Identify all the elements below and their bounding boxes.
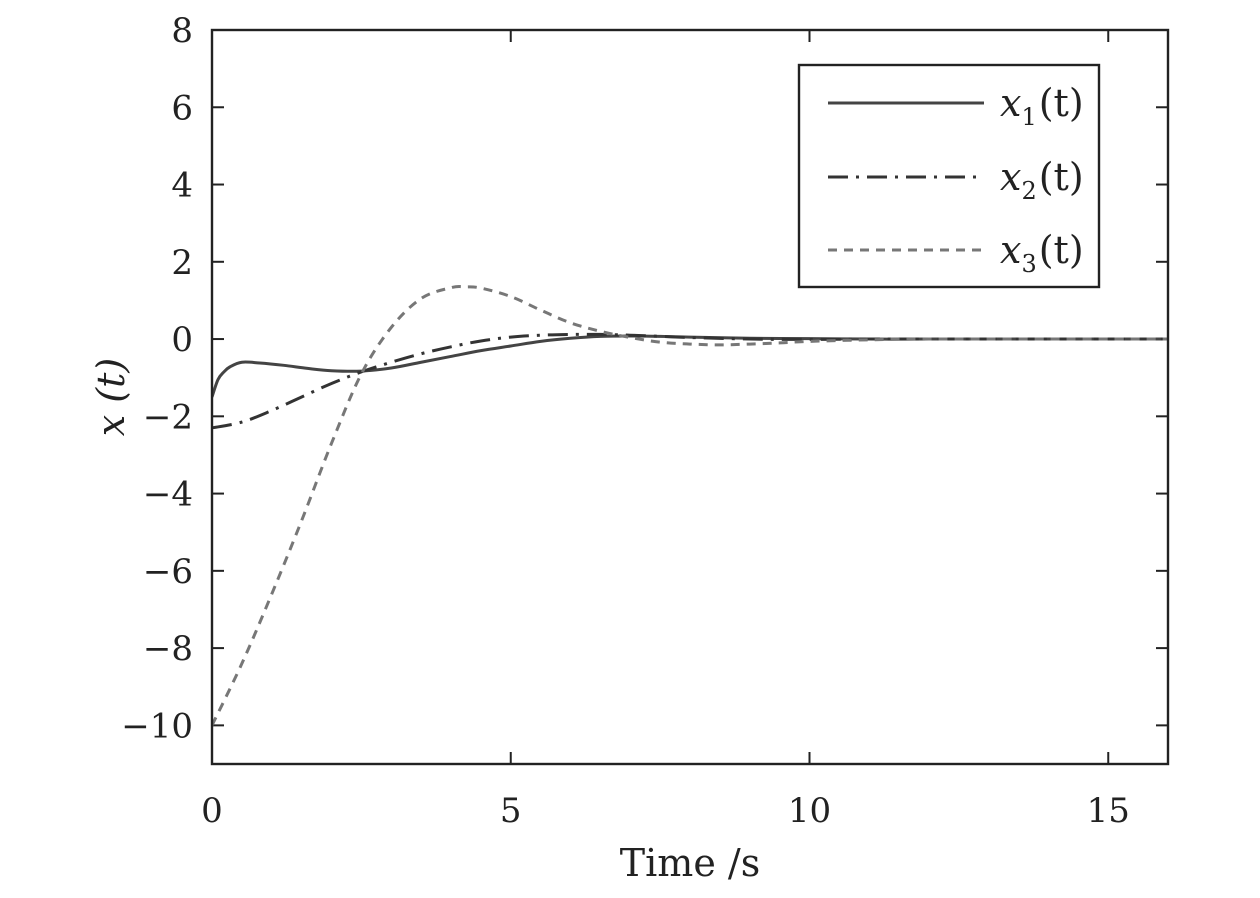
y-tick-label: 4 [171, 166, 193, 206]
y-tick-label: −6 [143, 552, 193, 592]
plot-frame [210, 28, 1170, 766]
y-tick-labels: 8 6 4 2 0 −2 −4 −6 −8 −10 [121, 11, 193, 746]
legend-subscript: 3 [1021, 250, 1036, 278]
legend-symbol: x [1000, 81, 1021, 125]
x-tick-label: 10 [788, 791, 831, 831]
x-tick-labels: 0 5 10 15 [201, 791, 1130, 831]
series-lines [212, 285, 1168, 727]
series-line-x3 [212, 285, 1168, 727]
x-tick-label: 0 [201, 791, 223, 831]
series-line-x1 [212, 334, 1168, 398]
legend-paren: (t) [1039, 81, 1084, 125]
legend-label-x3: x3(t) [1000, 228, 1084, 278]
legend-symbol: x [1000, 155, 1021, 199]
y-tick-label: −2 [143, 397, 193, 437]
y-tick-label: 0 [171, 320, 193, 360]
y-tick-label: −8 [143, 629, 193, 669]
y-tick-label: −4 [143, 475, 193, 515]
x-tick-label: 5 [500, 791, 522, 831]
legend-paren: (t) [1039, 155, 1084, 199]
legend-label-x1: x1(t) [1000, 81, 1084, 131]
legend-symbol: x [1000, 228, 1021, 272]
legend-subscript: 1 [1021, 103, 1036, 131]
y-axis-title: x (t) [89, 358, 133, 436]
y-tick-label: 6 [171, 88, 193, 128]
legend: x1(t)x2(t)x3(t) [797, 63, 1101, 289]
y-tick-label: −10 [121, 706, 193, 746]
x-axis-title: Time /s [620, 841, 760, 885]
legend-subscript: 2 [1021, 177, 1036, 205]
legend-label-x2: x2(t) [1000, 155, 1084, 205]
y-tick-label: 2 [171, 243, 193, 283]
legend-paren: (t) [1039, 228, 1084, 272]
y-tick-label: 8 [171, 11, 193, 51]
x-tick-label: 15 [1087, 791, 1130, 831]
